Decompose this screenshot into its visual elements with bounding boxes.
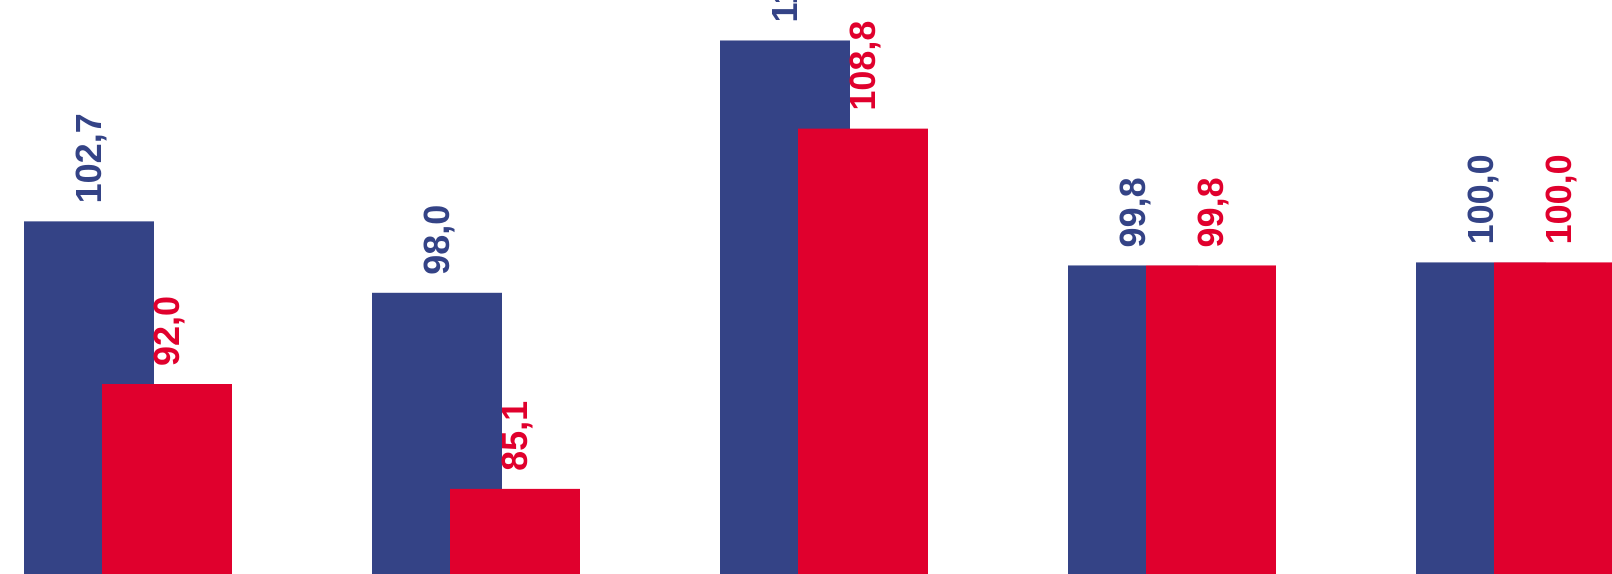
- bar-series2-1: [102, 384, 232, 574]
- value-label-series1-4: 99,8: [1112, 177, 1153, 247]
- value-label-series2-3: 108,8: [842, 21, 883, 111]
- bar-series2-3: [798, 128, 928, 574]
- value-label-series1-5: 100,0: [1460, 154, 1501, 244]
- value-label-series2-5: 100,0: [1538, 154, 1579, 244]
- value-label-series2-1: 92,0: [146, 296, 187, 366]
- value-label-series2-4: 99,8: [1190, 177, 1231, 247]
- value-label-series1-3: 114,6: [764, 0, 805, 22]
- bar-series2-5: [1494, 262, 1612, 574]
- bar-series2-2: [450, 488, 580, 574]
- value-label-series1-1: 102,7: [68, 113, 109, 203]
- bars-layer: [24, 40, 1612, 574]
- value-labels-layer: 102,7 92,0 98,0 85,1 114,6 108,8 99,8 99,8 100,0…: [68, 0, 1579, 471]
- value-label-series1-2: 98,0: [416, 205, 457, 275]
- value-label-series2-2: 85,1: [494, 401, 535, 471]
- bar-series2-4: [1146, 265, 1276, 574]
